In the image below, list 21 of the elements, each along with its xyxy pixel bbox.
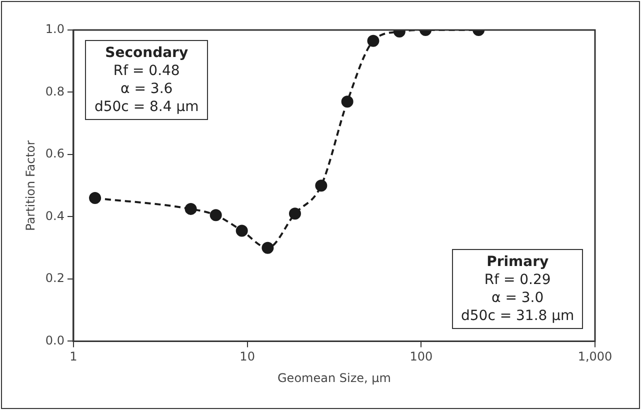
y-tick-label: 0.8 [45,84,64,98]
x-tick-label: 1 [70,350,78,364]
y-tick-label: 0.2 [45,271,64,286]
point [288,208,301,220]
point [315,180,328,192]
x-tick-label: 1,000 [578,350,612,364]
annotation: Secondary Rf = 0.48 α = 3.6 d50c = 8.4 µm [94,44,199,116]
annotation: Primary Rf = 0.29 α = 3.0 d50c = 31.8 µm [461,253,574,326]
y-tick-label: 0.6 [45,146,64,161]
point [236,224,248,237]
x-tick-label: 10 [240,350,255,364]
point [262,242,274,254]
point [341,96,354,108]
x-axis-title: Geomean Size, µm [278,370,391,385]
point [184,202,197,215]
x-tick-label: 100 [410,350,433,364]
y-tick-label: 0.0 [45,333,64,348]
y-tick-label: 1.0 [45,22,64,36]
y-axis-title: Partition Factor [23,140,38,231]
y-tick-label: 0.4 [45,208,64,223]
point [210,209,222,222]
